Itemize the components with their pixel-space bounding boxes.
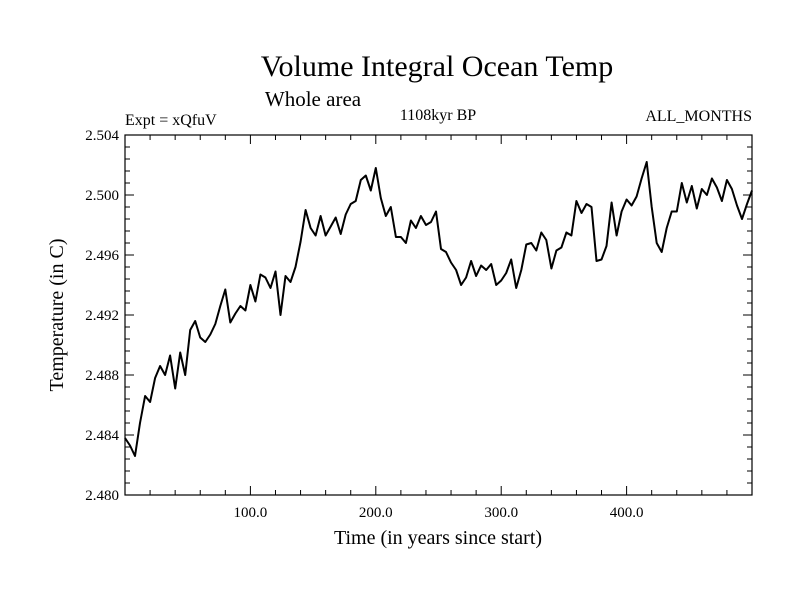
plot-frame bbox=[124, 134, 753, 496]
y-tick-label: 2.488 bbox=[85, 368, 119, 384]
y-axis-label: Temperature (in C) bbox=[46, 239, 68, 392]
x-tick-label: 200.0 bbox=[359, 505, 393, 521]
months-label: ALL_MONTHS bbox=[645, 108, 752, 125]
period-label: 1108kyr BP bbox=[400, 107, 476, 124]
y-tick-label: 2.484 bbox=[85, 428, 119, 444]
series-line bbox=[124, 161, 753, 457]
axis-tick-labels: 100.0 200.0 300.0 400.0 2.480 2.484 2.488 2.492… bbox=[85, 128, 643, 521]
y-tick-label: 2.496 bbox=[85, 248, 119, 264]
experiment-label: Expt = xQfuV bbox=[125, 112, 217, 129]
x-tick-label: 400.0 bbox=[610, 505, 644, 521]
y-tick-label: 2.480 bbox=[85, 488, 119, 504]
chart-title: Volume Integral Ocean Temp bbox=[261, 50, 614, 83]
chart-subtitle: Whole area bbox=[265, 87, 362, 111]
chart-titles: Volume Integral Ocean Temp Whole area Ex… bbox=[125, 50, 752, 129]
axis-ticks bbox=[125, 134, 752, 496]
x-axis-label: Time (in years since start) bbox=[334, 527, 542, 549]
y-tick-label: 2.492 bbox=[85, 308, 119, 324]
x-tick-label: 300.0 bbox=[484, 505, 518, 521]
y-tick-label: 2.504 bbox=[85, 128, 119, 144]
x-tick-label: 100.0 bbox=[234, 505, 268, 521]
y-tick-label: 2.500 bbox=[85, 188, 119, 204]
